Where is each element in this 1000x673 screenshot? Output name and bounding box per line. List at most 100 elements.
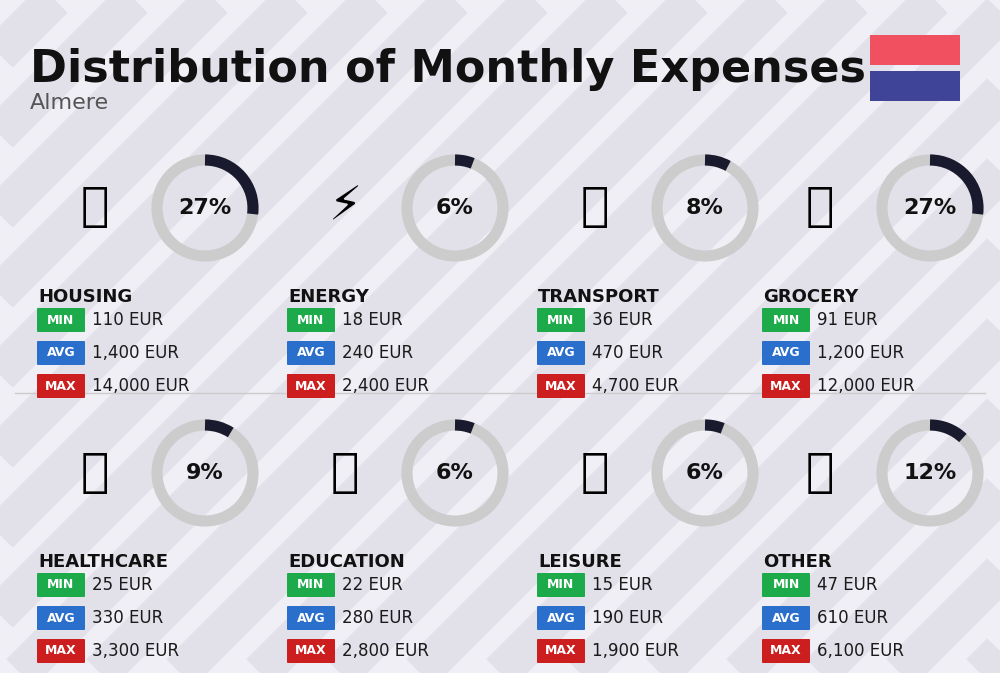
FancyBboxPatch shape (37, 341, 85, 365)
Text: MAX: MAX (45, 645, 77, 658)
Text: LEISURE: LEISURE (538, 553, 622, 571)
Text: 91 EUR: 91 EUR (817, 311, 878, 329)
Text: 🛒: 🛒 (806, 186, 834, 230)
FancyBboxPatch shape (537, 606, 585, 630)
Text: 1,900 EUR: 1,900 EUR (592, 642, 679, 660)
Text: 14,000 EUR: 14,000 EUR (92, 377, 190, 395)
Text: EDUCATION: EDUCATION (288, 553, 405, 571)
FancyBboxPatch shape (537, 341, 585, 365)
FancyBboxPatch shape (287, 341, 335, 365)
Text: 27%: 27% (178, 198, 232, 218)
FancyBboxPatch shape (37, 374, 85, 398)
Text: 🛍: 🛍 (581, 450, 609, 495)
Text: 6%: 6% (436, 463, 474, 483)
FancyBboxPatch shape (762, 308, 810, 332)
FancyBboxPatch shape (287, 639, 335, 663)
Text: 12%: 12% (903, 463, 957, 483)
FancyBboxPatch shape (37, 606, 85, 630)
Text: MIN: MIN (547, 579, 575, 592)
Text: 27%: 27% (903, 198, 957, 218)
Text: 36 EUR: 36 EUR (592, 311, 653, 329)
Text: AVG: AVG (47, 612, 75, 625)
Text: AVG: AVG (47, 347, 75, 359)
Text: MIN: MIN (297, 314, 325, 326)
Text: MIN: MIN (772, 314, 800, 326)
Text: 240 EUR: 240 EUR (342, 344, 413, 362)
FancyBboxPatch shape (37, 308, 85, 332)
FancyBboxPatch shape (537, 639, 585, 663)
FancyBboxPatch shape (870, 71, 960, 101)
FancyBboxPatch shape (762, 341, 810, 365)
FancyBboxPatch shape (287, 374, 335, 398)
Text: 9%: 9% (186, 463, 224, 483)
Text: Almere: Almere (30, 93, 109, 113)
Text: 6%: 6% (686, 463, 724, 483)
Text: 🎓: 🎓 (331, 450, 359, 495)
Text: 3,300 EUR: 3,300 EUR (92, 642, 179, 660)
FancyBboxPatch shape (762, 573, 810, 597)
Text: MIN: MIN (547, 314, 575, 326)
Text: 47 EUR: 47 EUR (817, 576, 878, 594)
Text: MAX: MAX (295, 645, 327, 658)
Text: 🏥: 🏥 (81, 450, 109, 495)
Text: 6%: 6% (436, 198, 474, 218)
Text: 8%: 8% (686, 198, 724, 218)
Text: AVG: AVG (772, 347, 800, 359)
FancyBboxPatch shape (287, 308, 335, 332)
Text: MAX: MAX (770, 380, 802, 392)
Text: 190 EUR: 190 EUR (592, 609, 663, 627)
Text: 610 EUR: 610 EUR (817, 609, 888, 627)
Text: Distribution of Monthly Expenses: Distribution of Monthly Expenses (30, 48, 866, 91)
Text: 22 EUR: 22 EUR (342, 576, 403, 594)
Text: 470 EUR: 470 EUR (592, 344, 663, 362)
Text: 1,200 EUR: 1,200 EUR (817, 344, 904, 362)
FancyBboxPatch shape (37, 639, 85, 663)
Text: AVG: AVG (297, 347, 325, 359)
FancyBboxPatch shape (37, 573, 85, 597)
FancyBboxPatch shape (287, 606, 335, 630)
Text: 12,000 EUR: 12,000 EUR (817, 377, 915, 395)
FancyBboxPatch shape (537, 374, 585, 398)
Text: 6,100 EUR: 6,100 EUR (817, 642, 904, 660)
Text: AVG: AVG (297, 612, 325, 625)
Text: AVG: AVG (547, 347, 575, 359)
Text: 1,400 EUR: 1,400 EUR (92, 344, 179, 362)
Text: MAX: MAX (545, 645, 577, 658)
Text: MIN: MIN (297, 579, 325, 592)
Text: MIN: MIN (772, 579, 800, 592)
Text: 4,700 EUR: 4,700 EUR (592, 377, 679, 395)
Text: 2,400 EUR: 2,400 EUR (342, 377, 429, 395)
Text: MAX: MAX (545, 380, 577, 392)
Text: 🚌: 🚌 (581, 186, 609, 230)
FancyBboxPatch shape (537, 573, 585, 597)
Text: MIN: MIN (47, 314, 75, 326)
Text: 330 EUR: 330 EUR (92, 609, 163, 627)
FancyBboxPatch shape (762, 639, 810, 663)
FancyBboxPatch shape (762, 374, 810, 398)
Text: MIN: MIN (47, 579, 75, 592)
Text: HOUSING: HOUSING (38, 288, 132, 306)
FancyBboxPatch shape (537, 308, 585, 332)
Text: MAX: MAX (295, 380, 327, 392)
Text: GROCERY: GROCERY (763, 288, 858, 306)
Text: HEALTHCARE: HEALTHCARE (38, 553, 168, 571)
Text: 18 EUR: 18 EUR (342, 311, 403, 329)
Text: 280 EUR: 280 EUR (342, 609, 413, 627)
Text: MAX: MAX (45, 380, 77, 392)
Text: 💰: 💰 (806, 450, 834, 495)
FancyBboxPatch shape (762, 606, 810, 630)
Text: ENERGY: ENERGY (288, 288, 369, 306)
Text: 110 EUR: 110 EUR (92, 311, 163, 329)
Text: MAX: MAX (770, 645, 802, 658)
Text: AVG: AVG (547, 612, 575, 625)
Text: TRANSPORT: TRANSPORT (538, 288, 660, 306)
Text: 25 EUR: 25 EUR (92, 576, 153, 594)
Text: 15 EUR: 15 EUR (592, 576, 653, 594)
Text: OTHER: OTHER (763, 553, 832, 571)
Text: 🏢: 🏢 (81, 186, 109, 230)
Text: AVG: AVG (772, 612, 800, 625)
FancyBboxPatch shape (287, 573, 335, 597)
FancyBboxPatch shape (870, 35, 960, 65)
Text: 2,800 EUR: 2,800 EUR (342, 642, 429, 660)
Text: ⚡: ⚡ (328, 186, 362, 230)
